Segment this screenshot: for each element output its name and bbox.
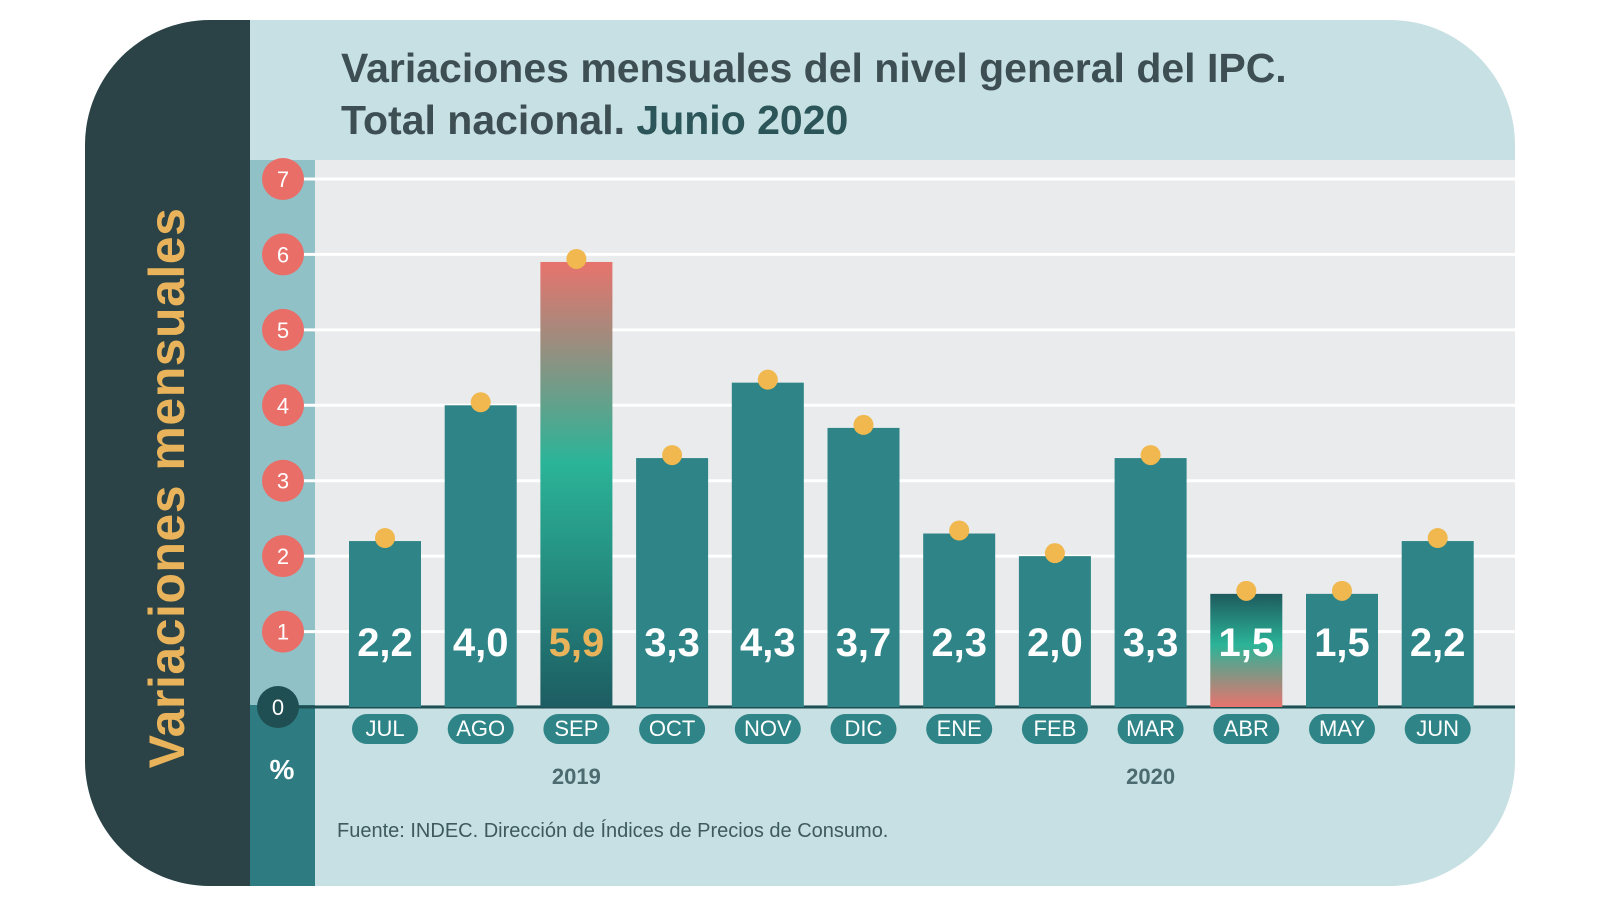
y-tick-circle (262, 308, 304, 351)
data-label: 1,5 (1314, 621, 1370, 665)
bar-top-marker (566, 248, 587, 269)
bar-ene (923, 533, 996, 707)
bar-top-marker (1332, 580, 1352, 601)
chart-card: Variaciones mensuales Variaciones mensua… (85, 20, 1515, 886)
y-tick-label: 4 (277, 393, 289, 418)
y-tick-circle-zero (257, 686, 299, 728)
y-tick-circle (262, 535, 304, 578)
bar-jun (1401, 541, 1474, 707)
bar-sep (540, 261, 613, 707)
y-tick-label: 1 (277, 620, 289, 645)
y-tick-label: 6 (277, 242, 289, 267)
month-pill (926, 714, 993, 744)
month-pill (1117, 714, 1184, 744)
x-tick-label: MAY (1319, 716, 1365, 741)
bar-top-marker (853, 414, 874, 435)
chart-title-line2: Total nacional. (341, 97, 625, 143)
chart-title-date: Junio 2020 (636, 97, 849, 143)
data-label: 2,2 (357, 621, 413, 665)
y-tick-circle (262, 233, 304, 276)
bar-abr (1210, 593, 1283, 707)
y-tick-label: 3 (277, 469, 289, 494)
data-label: 2,2 (1410, 621, 1466, 665)
data-label: 2,3 (931, 621, 987, 665)
x-tick-label: ABR (1224, 716, 1269, 741)
x-tick-label: AGO (456, 716, 505, 741)
x-tick-label: SEP (554, 716, 598, 741)
data-label: 5,9 (549, 621, 605, 665)
data-label: 3,3 (644, 621, 700, 665)
bar-top-marker (1044, 543, 1065, 564)
y-tick-label: 2 (277, 544, 289, 569)
month-pill (639, 714, 706, 744)
bar-may (1306, 593, 1378, 707)
percent-unit-label: % (269, 754, 295, 785)
x-tick-label: OCT (649, 716, 695, 741)
bar-top-marker (1236, 580, 1257, 601)
month-pill (734, 714, 801, 744)
data-label: 1,5 (1218, 621, 1274, 665)
bar-top-marker (757, 369, 778, 390)
month-pill (1404, 714, 1471, 744)
bar-top-marker (470, 392, 491, 413)
bar-dic (827, 427, 900, 707)
bar-ago (444, 405, 517, 707)
y-tick-circle (262, 158, 304, 200)
x-tick-label: DIC (845, 716, 883, 741)
month-pill (447, 714, 514, 744)
bar-top-marker (1427, 528, 1448, 549)
x-tick-label: JUL (365, 716, 404, 741)
data-label: 4,0 (453, 621, 509, 665)
bar-top-marker (375, 528, 395, 549)
month-pill (830, 714, 897, 744)
y-tick-label: 0 (272, 695, 284, 720)
bar-top-marker (662, 445, 683, 466)
month-pill (1021, 714, 1088, 744)
month-pill (543, 714, 610, 744)
data-label: 4,3 (740, 621, 796, 665)
y-tick-circle (262, 610, 304, 653)
bar-chart: 0 1 2 3 4 5 6 7 JUL 2,2 AGO 4,0 SEP 5,9 OCT 3,3 NOV 4,3 D… (257, 158, 1515, 789)
y-tick-label: 5 (277, 318, 289, 343)
chart-title: Variaciones mensuales del nivel general … (341, 42, 1441, 146)
month-pill (1213, 714, 1280, 744)
x-tick-label: NOV (744, 716, 792, 741)
bar-mar (1114, 458, 1187, 707)
data-label: 3,3 (1123, 621, 1179, 665)
x-tick-label: FEB (1034, 716, 1077, 741)
data-label: 3,7 (836, 621, 892, 665)
y-tick-circle (262, 459, 304, 502)
vertical-title-strip: Variaciones mensuales (85, 20, 250, 886)
year-label: 2020 (1126, 764, 1175, 789)
month-pill (1309, 714, 1375, 744)
bar-jul (349, 541, 421, 707)
bar-top-marker (949, 520, 970, 541)
chart-title-line1: Variaciones mensuales del nivel general … (341, 45, 1287, 91)
bar-nov (731, 382, 804, 707)
year-label: 2019 (552, 764, 601, 789)
bar-oct (636, 458, 709, 707)
month-pill (352, 714, 418, 744)
x-tick-label: ENE (937, 716, 982, 741)
bar-top-marker (1140, 445, 1161, 466)
data-label: 2,0 (1027, 621, 1083, 665)
y-tick-circle (262, 384, 304, 427)
source-note: Fuente: INDEC. Dirección de Índices de P… (337, 820, 889, 842)
bar-feb (1018, 556, 1091, 707)
x-tick-label: MAR (1126, 716, 1175, 741)
x-tick-label: JUN (1416, 716, 1459, 741)
y-tick-label: 7 (277, 167, 289, 192)
